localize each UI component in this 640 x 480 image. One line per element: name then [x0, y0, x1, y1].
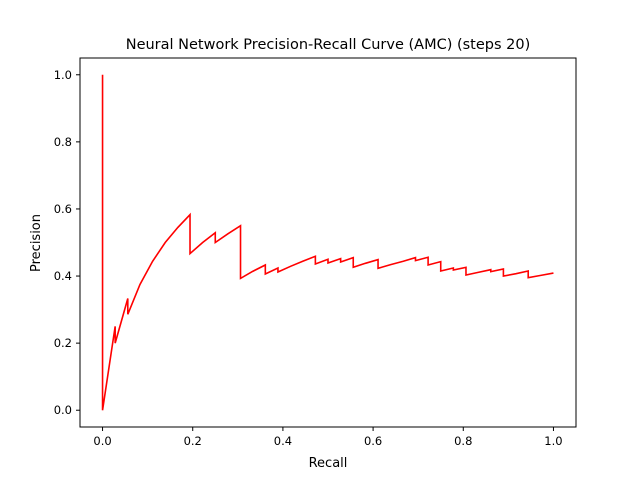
- x-tick-label: 0.8: [454, 434, 472, 448]
- x-tick-label: 0.6: [364, 434, 382, 448]
- x-axis: 0.0 0.2 0.4 0.6 0.8 1.0: [93, 427, 563, 448]
- y-tick-label: 0.8: [54, 135, 72, 149]
- plot-layer: [101, 74, 554, 411]
- series-line-0: [101, 74, 554, 411]
- plot-frame: [79, 57, 577, 428]
- y-axis: 0.0 0.2 0.4 0.6 0.8 1.0: [54, 68, 80, 417]
- y-tick-label: 0.2: [54, 336, 72, 350]
- x-tick-label: 0.0: [93, 434, 111, 448]
- y-tick-label: 0.4: [54, 269, 72, 283]
- y-axis-label: Precision: [29, 214, 44, 272]
- y-tick-label: 0.0: [54, 403, 72, 417]
- x-axis-label: Recall: [309, 456, 348, 471]
- x-tick-label: 1.0: [544, 434, 562, 448]
- chart-title: Neural Network Precision-Recall Curve (A…: [126, 37, 531, 53]
- x-tick-label: 0.2: [184, 434, 202, 448]
- y-tick-label: 1.0: [54, 68, 72, 82]
- y-tick-label: 0.6: [54, 202, 72, 216]
- x-tick-label: 0.4: [274, 434, 292, 448]
